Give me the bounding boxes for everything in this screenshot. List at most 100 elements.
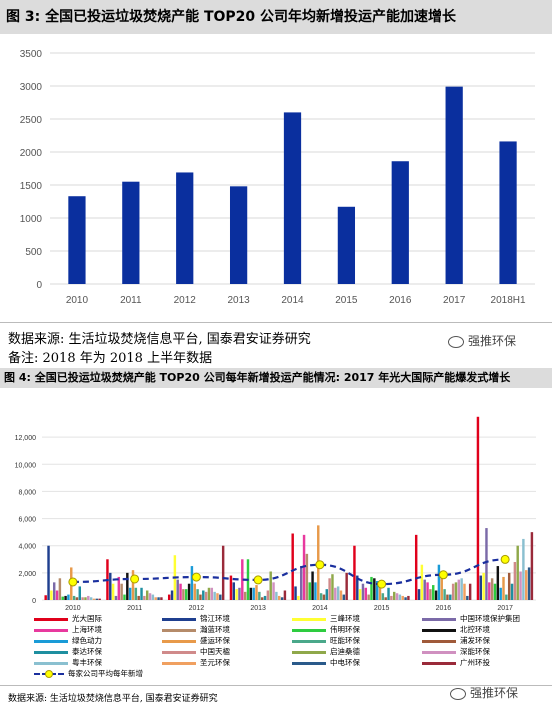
legend-label: 每家公司平均每年新增 xyxy=(68,669,143,678)
bar-广州环投-2017 xyxy=(530,532,534,600)
bar-2015 xyxy=(337,206,356,284)
y-tick-label: 500 xyxy=(25,247,42,258)
figure-3-note: 备注: 2018 年为 2018 上半年数据 xyxy=(8,351,213,366)
bar-中国环境保护集团-2011 xyxy=(114,595,118,600)
average-marker-2016 xyxy=(438,570,448,580)
legend-item: 伟明环保 xyxy=(292,625,360,635)
legend-swatch xyxy=(422,661,456,665)
bar-中国天楹-2011 xyxy=(143,595,146,600)
bar-中电环保-2013 xyxy=(280,597,284,600)
bar-中国天楹-2015 xyxy=(390,595,393,600)
bar-旺能环保-2016 xyxy=(443,589,446,600)
bar-伟明环保-2015 xyxy=(370,576,373,600)
bar-旺能环保-2013 xyxy=(258,591,261,600)
legend-swatch xyxy=(292,661,326,665)
legend-item: 深能环保 xyxy=(422,647,490,657)
bar-瀚蓝环境-2012 xyxy=(182,589,185,600)
legend-label: 浦发环保 xyxy=(460,636,490,645)
bar-广州环投-2016 xyxy=(468,583,472,600)
bar-北控环境-2016 xyxy=(434,590,438,600)
legend-swatch xyxy=(292,650,326,654)
bar-绿色动力-2014 xyxy=(314,582,317,600)
bar-锦江环境-2012 xyxy=(170,590,174,600)
x-tick-label: 2016 xyxy=(389,295,412,306)
bar-锦江环境-2016 xyxy=(417,589,421,600)
bar-粤丰环保-2013 xyxy=(275,591,278,600)
bar-深能环保-2015 xyxy=(395,593,399,600)
bar-泰达环保-2012 xyxy=(202,590,205,600)
legend-item: 中国天楹 xyxy=(162,647,230,657)
bar-瀚蓝环境-2011 xyxy=(120,583,123,600)
legend-swatch xyxy=(162,617,196,621)
legend-swatch xyxy=(422,617,456,621)
bar-北控环境-2015 xyxy=(373,578,376,600)
legend-item: 绿色动力 xyxy=(34,636,102,646)
bar-泰达环保-2017 xyxy=(510,583,514,600)
bar-伟明环保-2016 xyxy=(432,585,435,600)
y-tick-label: 3000 xyxy=(20,82,43,93)
bar-旺能环保-2011 xyxy=(134,587,138,600)
bar-绿色动力-2010 xyxy=(67,594,70,600)
bar-启迪桑德-2015 xyxy=(392,591,396,600)
average-line xyxy=(72,558,506,586)
x-tick-label: 2011 xyxy=(120,295,142,306)
y-tick-label: 2500 xyxy=(20,115,43,126)
x-tick-label: 2013 xyxy=(250,605,266,612)
bar-上海环境-2010 xyxy=(55,590,59,600)
bar-锦江环境-2017 xyxy=(479,575,483,600)
bar-圣元环保-2011 xyxy=(154,597,157,600)
bar-伟明环保-2017 xyxy=(493,583,497,600)
legend-item: 圣元环保 xyxy=(162,658,230,668)
bar-泰达环保-2014 xyxy=(325,589,328,600)
bar-中国环境保护集团-2016 xyxy=(423,579,426,600)
bar-广州环投-2011 xyxy=(160,597,163,600)
figure-3-source: 数据来源: 生活垃圾焚烧信息平台, 国泰君安证券研究 xyxy=(8,332,311,347)
bar-光大国际-2016 xyxy=(414,534,418,600)
bar-深能环保-2013 xyxy=(272,582,275,600)
bar-2013 xyxy=(229,186,248,284)
bar-中电环保-2010 xyxy=(95,598,99,600)
legend-label: 粤丰环保 xyxy=(72,658,102,667)
watermark-text: 强推环保 xyxy=(468,334,517,348)
legend-swatch xyxy=(34,670,64,678)
bar-瀚蓝环境-2016 xyxy=(429,589,432,600)
y-tick-label: 2,000 xyxy=(18,571,36,578)
legend-swatch xyxy=(34,628,68,632)
legend-swatch xyxy=(422,639,456,643)
bar-旺能环保-2010 xyxy=(72,595,76,600)
y-tick-label: 4,000 xyxy=(18,544,36,551)
bar-启迪桑德-2010 xyxy=(84,597,87,600)
wechat-icon xyxy=(450,687,466,700)
legend-label: 启迪桑德 xyxy=(330,647,360,656)
bar-启迪桑德-2012 xyxy=(207,587,211,600)
legend-label: 深能环保 xyxy=(460,647,490,656)
bar-浦发环保-2010 xyxy=(75,597,79,600)
bar-锦江环境-2011 xyxy=(109,572,112,600)
legend-label: 中电环保 xyxy=(330,658,360,667)
bar-伟明环保-2011 xyxy=(123,594,126,600)
chart-2-grouped-bar-chart: 0 2,000 4,000 6,000 8,000 10,000 12,000 2010 201… xyxy=(15,416,536,612)
bar-粤丰环保-2011 xyxy=(151,594,155,600)
legend-label: 中国环境保护集团 xyxy=(460,614,520,623)
y-tick-label: 0 xyxy=(32,598,36,605)
watermark: 强推环保 xyxy=(450,684,518,701)
bar-粤丰环保-2015 xyxy=(398,594,402,600)
bar-绿色动力-2016 xyxy=(437,564,441,600)
watermark-text: 强推环保 xyxy=(470,686,519,700)
legend-item: 粤丰环保 xyxy=(34,658,102,668)
bar-圣元环保-2015 xyxy=(401,595,404,600)
legend-item: 启迪桑德 xyxy=(292,647,360,657)
legend-item: 浦发环保 xyxy=(422,636,490,646)
bar-广州环投-2013 xyxy=(283,590,287,600)
legend-item: 中国环境保护集团 xyxy=(422,614,520,624)
y-tick-label: 1500 xyxy=(20,181,43,192)
bar-三峰环境-2014 xyxy=(297,595,300,600)
bar-泰达环保-2015 xyxy=(387,587,390,600)
bar-旺能环保-2015 xyxy=(381,593,385,600)
bar-上海环境-2016 xyxy=(426,582,429,600)
x-tick-label: 2012 xyxy=(189,605,205,612)
bar-光大国际-2012 xyxy=(167,594,171,600)
bar-绿色动力-2012 xyxy=(190,566,194,600)
y-tick-label: 2000 xyxy=(20,148,43,159)
bar-盛运环保-2012 xyxy=(193,583,196,600)
